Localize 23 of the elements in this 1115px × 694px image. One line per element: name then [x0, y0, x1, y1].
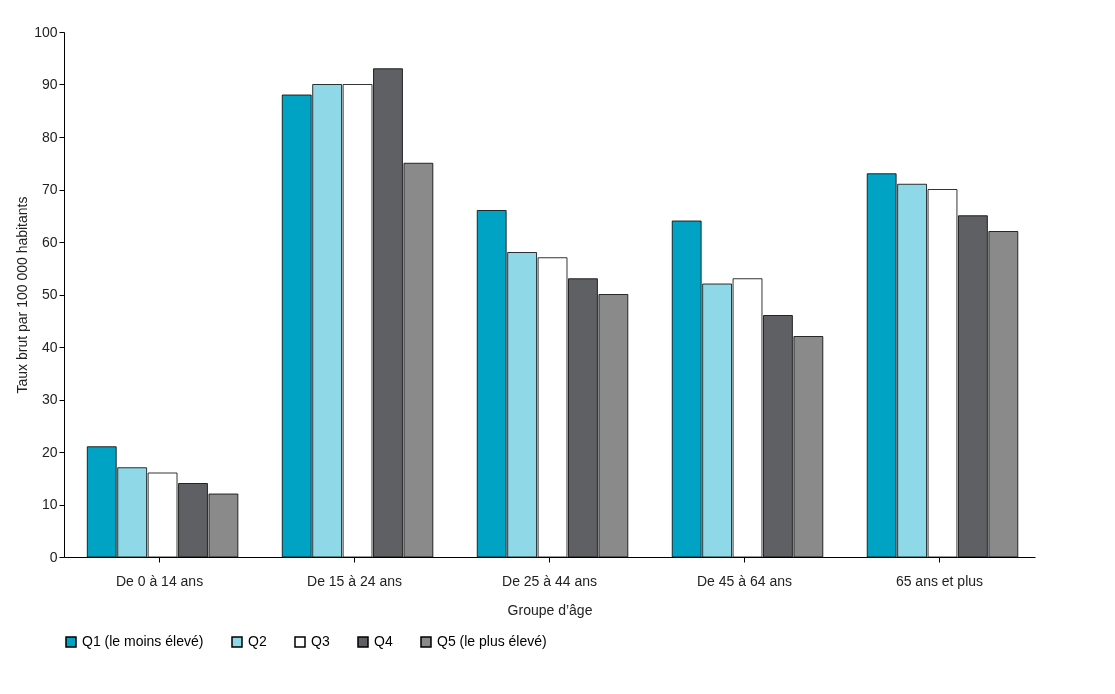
x-tick-label: De 0 à 14 ans	[115, 572, 204, 589]
y-axis-title: Taux brut par 100 000 habitants	[14, 196, 31, 394]
y-tick-label: 50	[41, 286, 58, 302]
x-tick-label: De 15 à 24 ans	[307, 572, 402, 589]
y-tick-label: 100	[34, 23, 58, 40]
legend-label: Q5 (le plus élevé)	[437, 633, 547, 649]
legend-label: Q1 (le moins élevé)	[82, 633, 204, 649]
legend-label: Q4	[374, 633, 393, 649]
x-tick-label: De 45 à 64 ans	[697, 572, 792, 589]
y-tick-label: 30	[41, 391, 58, 407]
y-tick-label: 20	[41, 443, 58, 460]
y-tick-label: 60	[41, 233, 58, 250]
y-tick-label: 40	[41, 338, 58, 355]
x-tick-label: De 25 à 44 ans	[502, 572, 597, 589]
y-tick-label: 90	[41, 76, 58, 92]
x-axis-title: Groupe d’âge	[507, 601, 593, 618]
y-tick-label: 0	[49, 548, 58, 565]
x-tick-label: 65 ans et plus	[895, 572, 984, 589]
y-tick-label: 10	[41, 496, 58, 512]
y-tick-label: 80	[41, 128, 58, 145]
legend-label: Q2	[248, 633, 267, 649]
y-tick-label: 70	[41, 181, 58, 197]
legend-label: Q3	[311, 633, 330, 649]
